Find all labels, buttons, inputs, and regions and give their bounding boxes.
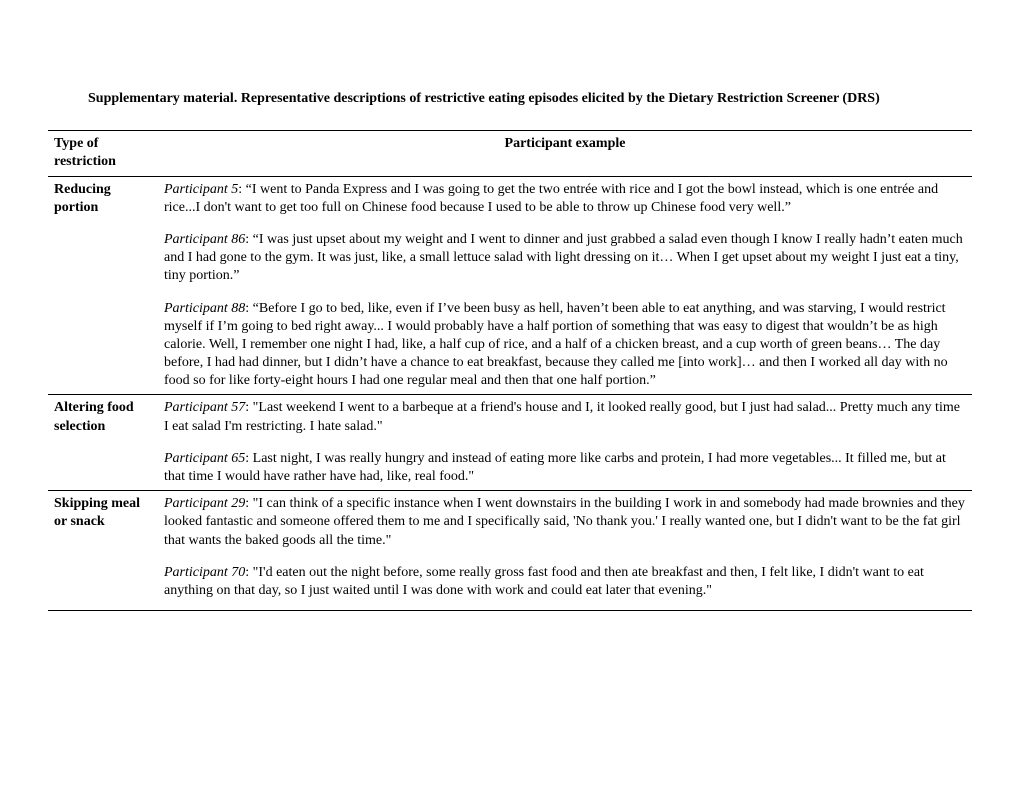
restriction-type: Reducing portion [48,176,158,395]
participant-quote: : “I was just upset about my weight and … [164,232,963,283]
table-row: Altering food selectionParticipant 57: "… [48,395,972,491]
restriction-type: Altering food selection [48,395,158,491]
participant-quote: : Last night, I was really hungry and in… [164,451,946,484]
participant-entry: Participant 86: “I was just upset about … [164,231,966,286]
participant-entry: Participant 5: “I went to Panda Express … [164,181,966,217]
participant-quote: : "Last weekend I went to a barbeque at … [164,400,960,433]
table-row: Skipping meal or snackParticipant 29: "I… [48,491,972,611]
participant-label: Participant 5 [164,182,238,197]
participant-entry: Participant 57: "Last weekend I went to … [164,399,966,435]
participant-quote: : “I went to Panda Express and I was goi… [164,182,938,215]
participant-entry: Participant 29: "I can think of a specif… [164,495,966,550]
participant-label: Participant 29 [164,496,245,511]
participant-examples: Participant 29: "I can think of a specif… [158,491,972,611]
participant-label: Participant 88 [164,301,245,316]
participant-label: Participant 86 [164,232,245,247]
participant-entry: Participant 65: Last night, I was really… [164,450,966,486]
participant-label: Participant 65 [164,451,245,466]
participant-label: Participant 57 [164,400,245,415]
header-type: Type of restriction [48,131,158,176]
header-example: Participant example [158,131,972,176]
participant-entry: Participant 70: "I'd eaten out the night… [164,564,966,600]
participant-examples: Participant 57: "Last weekend I went to … [158,395,972,491]
document-title: Supplementary material. Representative d… [88,90,972,108]
participant-quote: : “Before I go to bed, like, even if I’v… [164,301,948,389]
participant-examples: Participant 5: “I went to Panda Express … [158,176,972,395]
participant-quote: : "I can think of a specific instance wh… [164,496,965,547]
table-row: Reducing portionParticipant 5: “I went t… [48,176,972,395]
restriction-type: Skipping meal or snack [48,491,158,611]
participant-entry: Participant 88: “Before I go to bed, lik… [164,300,966,391]
participant-quote: : "I'd eaten out the night before, some … [164,565,924,598]
participant-label: Participant 70 [164,565,245,580]
restriction-table: Type of restriction Participant example … [48,130,972,611]
